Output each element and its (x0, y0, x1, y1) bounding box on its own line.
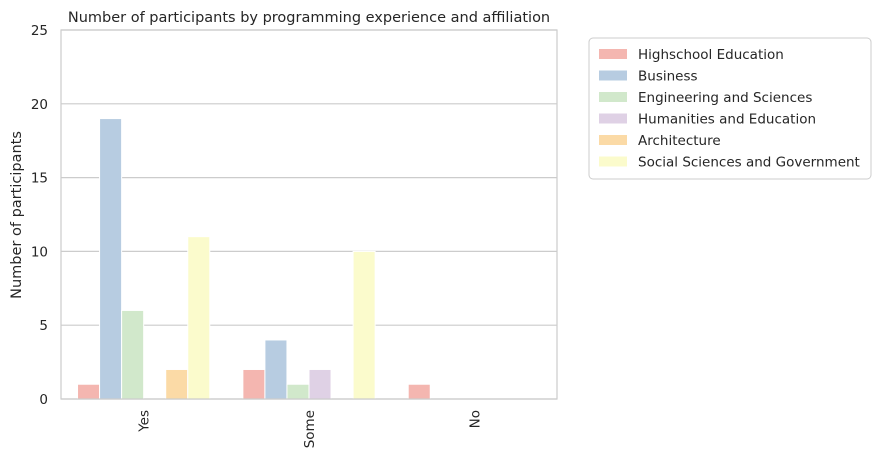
plot-frame (60, 29, 558, 400)
bar-social-sciences-and-government-yes (187, 236, 211, 400)
legend-label: Business (638, 69, 698, 85)
legend-swatch (599, 70, 627, 81)
legend: Highschool Education Business Engineering … (588, 37, 872, 180)
legend-swatch (599, 49, 627, 59)
bar-humanities-and-education-some (308, 368, 332, 400)
y-tick-label: 10 (31, 244, 48, 260)
x-ticks: Yes Some No (137, 410, 484, 448)
y-axis-label: Number of participants (9, 131, 25, 299)
bar-engineering-and-sciences-some (286, 383, 310, 400)
legend-swatch (599, 113, 627, 124)
bar-highschool-education-yes (77, 383, 101, 400)
bar-highschool-education-no (407, 383, 431, 400)
legend-swatch (599, 156, 627, 167)
bar-business-yes (99, 118, 123, 400)
legend-label: Social Sciences and Government (638, 155, 860, 171)
bars (77, 118, 431, 400)
y-tick-label: 0 (39, 392, 48, 408)
y-ticks: 0 5 10 15 20 25 (31, 23, 48, 408)
x-tick-label: No (467, 410, 483, 428)
y-tick-label: 25 (31, 23, 48, 39)
legend-label: Highschool Education (638, 47, 784, 63)
bar-engineering-and-sciences-yes (121, 309, 145, 400)
x-tick-label: Some (302, 410, 318, 448)
legend-swatch (599, 92, 627, 102)
x-tick-label: Yes (137, 410, 153, 433)
chart-title: Number of participants by programming ex… (68, 10, 550, 26)
legend-frame (588, 37, 872, 180)
y-tick-label: 20 (31, 97, 48, 113)
bar-business-some (264, 339, 288, 400)
bar-social-sciences-and-government-some (352, 250, 376, 400)
y-tick-label: 5 (39, 318, 48, 334)
legend-label: Engineering and Sciences (638, 90, 812, 106)
legend-swatch (599, 135, 627, 145)
bar-highschool-education-some (242, 368, 266, 400)
y-tick-label: 15 (31, 171, 48, 187)
legend-label: Architecture (638, 133, 721, 149)
legend-label: Humanities and Education (638, 112, 816, 128)
bar-architecture-yes (165, 368, 189, 400)
